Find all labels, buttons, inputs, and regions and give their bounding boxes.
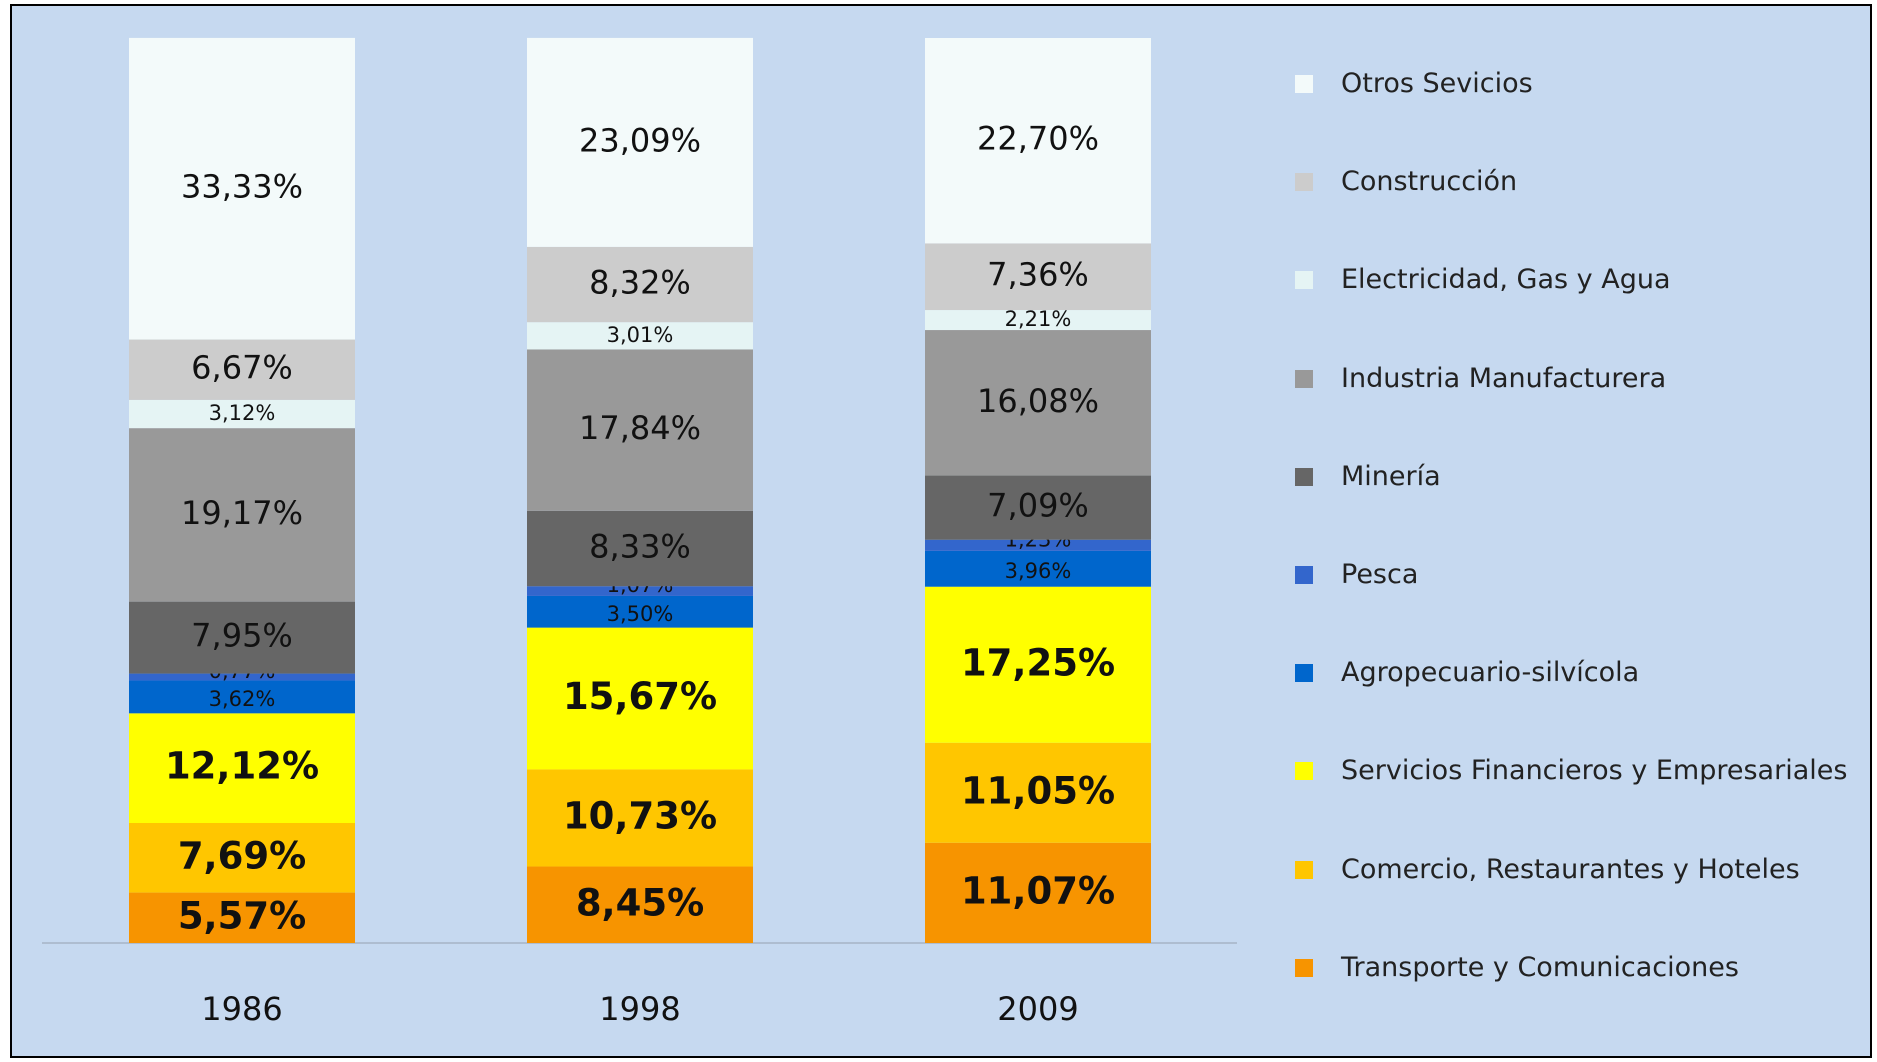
- legend-item: Electricidad, Gas y Agua: [1295, 258, 1871, 302]
- bar-segment: [925, 330, 1151, 476]
- legend-label: Otros Sevicios: [1341, 68, 1533, 99]
- bar-segment: [527, 769, 753, 867]
- data-label: 7,09%: [987, 487, 1089, 525]
- bar-segment: [925, 539, 1151, 551]
- legend-label: Industria Manufacturera: [1341, 362, 1667, 394]
- data-label: 16,08%: [977, 382, 1099, 420]
- data-label: 11,07%: [961, 869, 1115, 912]
- data-label: 23,09%: [579, 121, 701, 159]
- bar-segment: [925, 243, 1151, 311]
- data-label: 17,25%: [961, 641, 1115, 684]
- bar-segment: [129, 680, 355, 714]
- legend-swatch: [1295, 173, 1313, 192]
- data-label: 6,67%: [191, 349, 293, 387]
- legend-label: Electricidad, Gas y Agua: [1341, 264, 1671, 296]
- data-label: 5,57%: [178, 894, 306, 937]
- data-label: 15,67%: [563, 675, 717, 718]
- bar-segment: [527, 510, 753, 587]
- bar-segment: [129, 673, 355, 681]
- legend-label: Construcción: [1341, 166, 1518, 198]
- data-label: 19,17%: [181, 494, 303, 532]
- bar-segment: [129, 428, 355, 602]
- bar-segment: [925, 586, 1151, 743]
- legend-swatch: [1295, 958, 1313, 977]
- legend-item: Construcción: [1295, 160, 1871, 204]
- bar-segment: [527, 349, 753, 511]
- data-label: 7,36%: [987, 256, 1089, 294]
- legend-item: Minería: [1295, 455, 1871, 499]
- bar-segment: [925, 38, 1151, 244]
- bar-segment: [925, 742, 1151, 843]
- data-label: 3,12%: [209, 401, 276, 425]
- bar-segment: [527, 246, 753, 323]
- legend-swatch: [1295, 664, 1313, 683]
- x-tick-label: 1998: [599, 990, 680, 1028]
- data-label: 17,84%: [579, 409, 701, 447]
- legend-label: Transporte y Comunicaciones: [1341, 951, 1739, 983]
- legend-item: Industria Manufacturera: [1295, 357, 1871, 401]
- bar-segment: [129, 822, 355, 893]
- data-label: 22,70%: [977, 120, 1099, 158]
- bar-segment: [925, 842, 1151, 943]
- bar-segment: [129, 37, 355, 340]
- data-label: 7,95%: [191, 617, 293, 655]
- x-tick-label: 2009: [997, 990, 1078, 1028]
- bar-segment: [925, 310, 1151, 331]
- data-label: 11,05%: [961, 769, 1115, 812]
- bar-segment: [129, 601, 355, 674]
- bar-segment: [527, 586, 753, 596]
- bar-segment: [527, 595, 753, 628]
- data-label: 8,45%: [576, 881, 704, 924]
- legend-swatch: [1295, 75, 1313, 93]
- bar-segment: [129, 892, 355, 943]
- data-label: 7,69%: [178, 834, 306, 877]
- bar-segment: [129, 713, 355, 823]
- legend-item: Pesca: [1295, 553, 1871, 597]
- bar-segment: [527, 627, 753, 770]
- legend-item: Comercio, Restaurantes y Hoteles: [1295, 848, 1871, 892]
- data-label: 8,32%: [589, 264, 691, 302]
- data-label: 33,33%: [181, 168, 303, 206]
- legend-item: Servicios Financieros y Empresariales: [1295, 749, 1871, 793]
- data-label: 3,01%: [607, 323, 674, 347]
- legend-item: Agropecuario-silvícola: [1295, 651, 1871, 695]
- bar-segment: [129, 339, 355, 400]
- legend-item: Otros Sevicios: [1295, 62, 1871, 106]
- legend-label: Minería: [1341, 460, 1441, 492]
- bar-segment: [925, 550, 1151, 587]
- data-label: 3,62%: [209, 687, 276, 711]
- bar-segment: [527, 322, 753, 350]
- data-label: 3,50%: [607, 602, 674, 626]
- legend-swatch: [1295, 566, 1313, 584]
- bar-segment: [925, 475, 1151, 540]
- data-label: 3,96%: [1005, 559, 1072, 583]
- legend-swatch: [1295, 467, 1313, 486]
- legend-label: Pesca: [1341, 559, 1419, 590]
- legend-label: Agropecuario-silvícola: [1341, 657, 1640, 689]
- bar-segment: [527, 866, 753, 943]
- legend-label: Servicios Financieros y Empresariales: [1341, 755, 1848, 787]
- x-tick-label: 1986: [201, 990, 282, 1028]
- data-label: 2,21%: [1005, 307, 1072, 331]
- data-label: 8,33%: [589, 528, 691, 566]
- legend-swatch: [1295, 369, 1313, 388]
- legend-swatch: [1295, 860, 1313, 879]
- legend-label: Comercio, Restaurantes y Hoteles: [1341, 853, 1800, 885]
- legend-swatch: [1295, 271, 1313, 290]
- bar-segment: [129, 399, 355, 429]
- legend-item: Transporte y Comunicaciones: [1295, 946, 1871, 990]
- legend-swatch: [1295, 762, 1313, 781]
- bar-segment: [527, 37, 753, 247]
- data-label: 12,12%: [165, 745, 319, 788]
- data-label: 10,73%: [563, 794, 717, 837]
